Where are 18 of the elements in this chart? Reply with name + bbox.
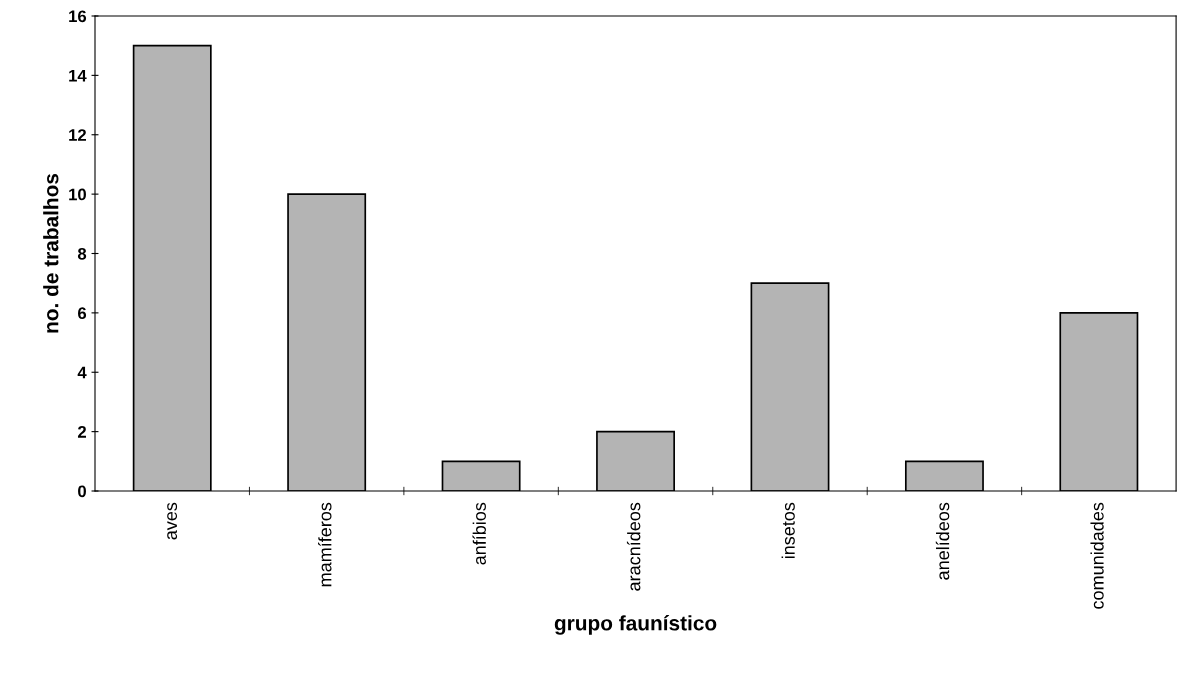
y-axis-title: no. de trabalhos xyxy=(43,173,59,333)
y-tick-label: 12 xyxy=(69,129,86,141)
y-tick-label: 2 xyxy=(77,426,86,438)
x-tick-label: anfíbios xyxy=(472,502,486,565)
x-tick-label: anelídeos xyxy=(935,502,950,580)
y-tick-label: 4 xyxy=(77,366,87,379)
y-tick-label: 14 xyxy=(69,69,87,82)
x-axis-title: grupo faunístico xyxy=(554,615,717,635)
x-tick-label: aves xyxy=(167,502,178,540)
y-tick-label: 10 xyxy=(69,188,86,201)
y-tick-label: 16 xyxy=(69,10,87,23)
x-tick-label: insetos xyxy=(781,502,795,559)
y-tick-label: 8 xyxy=(77,247,87,260)
x-tick-label: aracnídeos xyxy=(626,502,641,591)
x-tick-label: comunidades xyxy=(1090,502,1104,609)
y-tick-label: 6 xyxy=(78,307,87,320)
y-tick-label: 0 xyxy=(78,485,86,498)
x-tick-label: mamíferos xyxy=(318,502,332,587)
